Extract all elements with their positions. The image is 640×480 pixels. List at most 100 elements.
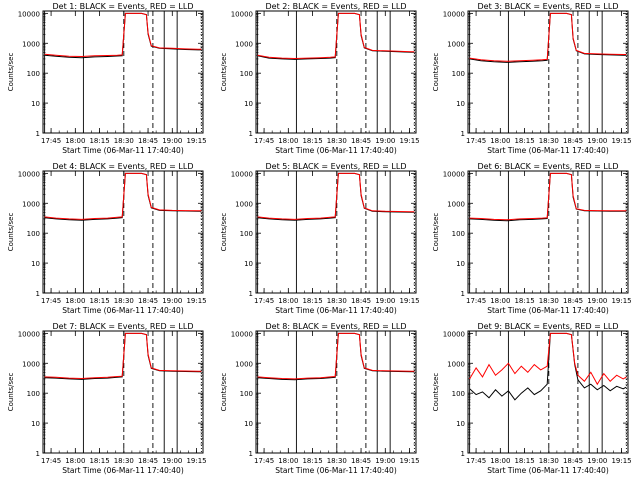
y-tick-label: 10000 bbox=[231, 10, 253, 18]
y-axis-label: Counts/sec bbox=[432, 213, 440, 252]
x-tick-label: 18:45 bbox=[563, 457, 583, 465]
x-axis-label: Start Time (06-Mar-11 17:40:40) bbox=[275, 146, 397, 155]
x-axis-label: Start Time (06-Mar-11 17:40:40) bbox=[487, 146, 609, 155]
y-tick-label: 1000 bbox=[447, 200, 465, 208]
detector-panel: Det 4: BLACK = Events, RED = LLD 1 10 100 10… bbox=[7, 162, 207, 315]
y-tick-label: 1 bbox=[249, 450, 253, 458]
y-tick-label: 10000 bbox=[443, 330, 465, 338]
x-tick-label: 18:45 bbox=[351, 137, 371, 145]
panel-title: Det 8: BLACK = Events, RED = LLD bbox=[266, 322, 407, 331]
y-tick-label: 10 bbox=[31, 100, 40, 108]
plot-frame bbox=[467, 10, 629, 134]
y-tick-label: 10 bbox=[31, 260, 40, 268]
x-tick-label: 17:45 bbox=[254, 297, 274, 305]
x-tick-label: 18:30 bbox=[114, 457, 134, 465]
y-tick-label: 1000 bbox=[447, 360, 465, 368]
events-series-line bbox=[44, 12, 202, 59]
y-tick-label: 1 bbox=[249, 290, 253, 298]
x-tick-label: 18:30 bbox=[539, 457, 559, 465]
x-tick-label: 18:15 bbox=[514, 137, 534, 145]
y-tick-label: 1 bbox=[461, 130, 465, 138]
y-tick-label: 100 bbox=[452, 390, 465, 398]
x-tick-label: 18:00 bbox=[65, 457, 85, 465]
plot-area bbox=[469, 172, 627, 222]
panel-title: Det 7: BLACK = Events, RED = LLD bbox=[53, 322, 194, 331]
y-tick-label: 10 bbox=[456, 420, 465, 428]
x-tick-label: 18:45 bbox=[138, 457, 158, 465]
x-tick-label: 19:00 bbox=[375, 297, 395, 305]
y-tick-label: 10000 bbox=[18, 10, 40, 18]
x-tick-label: 19:15 bbox=[399, 457, 419, 465]
y-tick-label: 100 bbox=[27, 230, 40, 238]
y-tick-label: 1 bbox=[461, 290, 465, 298]
panel-title: Det 4: BLACK = Events, RED = LLD bbox=[53, 162, 194, 171]
x-tick-label: 18:15 bbox=[89, 297, 109, 305]
x-tick-label: 17:45 bbox=[254, 137, 274, 145]
y-tick-label: 10 bbox=[244, 260, 253, 268]
plot-area bbox=[469, 12, 627, 63]
x-tick-label: 17:45 bbox=[466, 297, 486, 305]
x-tick-label: 18:30 bbox=[114, 297, 134, 305]
panel-title: Det 2: BLACK = Events, RED = LLD bbox=[266, 2, 407, 11]
x-axis-label: Start Time (06-Mar-11 17:40:40) bbox=[275, 466, 397, 475]
y-tick-label: 100 bbox=[240, 230, 253, 238]
plot-frame bbox=[467, 170, 629, 294]
x-tick-label: 19:15 bbox=[186, 297, 206, 305]
plot-frame bbox=[255, 330, 417, 454]
x-tick-label: 19:00 bbox=[587, 297, 607, 305]
lld-series-line bbox=[469, 12, 627, 62]
lld-series-line bbox=[257, 12, 415, 60]
x-axis-label: Start Time (06-Mar-11 17:40:40) bbox=[62, 466, 184, 475]
detector-panel: Det 6: BLACK = Events, RED = LLD 1 10 100 10… bbox=[432, 162, 632, 315]
y-axis-label: Counts/sec bbox=[220, 373, 228, 412]
y-tick-label: 10000 bbox=[443, 170, 465, 178]
x-tick-label: 18:30 bbox=[327, 137, 347, 145]
events-series-line bbox=[469, 172, 627, 222]
lld-series-line bbox=[44, 172, 202, 220]
y-tick-label: 1000 bbox=[22, 360, 40, 368]
x-tick-label: 18:00 bbox=[65, 137, 85, 145]
plot-area bbox=[44, 12, 202, 59]
x-tick-label: 18:00 bbox=[490, 457, 510, 465]
x-tick-label: 17:45 bbox=[254, 457, 274, 465]
x-tick-label: 19:15 bbox=[186, 137, 206, 145]
x-tick-label: 18:45 bbox=[351, 457, 371, 465]
y-tick-label: 1000 bbox=[22, 200, 40, 208]
x-axis-label: Start Time (06-Mar-11 17:40:40) bbox=[487, 306, 609, 315]
x-tick-label: 19:00 bbox=[162, 137, 182, 145]
y-tick-label: 10000 bbox=[231, 170, 253, 178]
y-tick-label: 1000 bbox=[235, 200, 253, 208]
x-tick-label: 18:45 bbox=[138, 297, 158, 305]
y-tick-label: 100 bbox=[452, 230, 465, 238]
x-tick-label: 18:30 bbox=[114, 137, 134, 145]
y-tick-label: 10 bbox=[31, 420, 40, 428]
x-tick-label: 19:00 bbox=[162, 297, 182, 305]
y-axis-label: Counts/sec bbox=[7, 373, 15, 412]
y-tick-label: 10000 bbox=[443, 10, 465, 18]
x-tick-label: 18:15 bbox=[302, 297, 322, 305]
plot-frame bbox=[42, 170, 204, 294]
x-tick-label: 18:15 bbox=[514, 297, 534, 305]
y-tick-label: 10000 bbox=[18, 330, 40, 338]
x-tick-label: 19:15 bbox=[399, 297, 419, 305]
x-tick-label: 18:45 bbox=[563, 137, 583, 145]
x-tick-label: 17:45 bbox=[41, 297, 61, 305]
detector-panel: Det 8: BLACK = Events, RED = LLD 1 10 100 10… bbox=[220, 322, 420, 475]
lld-series-line bbox=[257, 172, 415, 220]
detector-panel: Det 3: BLACK = Events, RED = LLD 1 10 100 10… bbox=[432, 2, 632, 155]
y-axis-label: Counts/sec bbox=[432, 373, 440, 412]
lld-series-line bbox=[44, 12, 202, 58]
x-tick-label: 19:15 bbox=[611, 457, 631, 465]
x-tick-label: 19:00 bbox=[162, 457, 182, 465]
y-tick-label: 100 bbox=[240, 70, 253, 78]
x-tick-label: 19:00 bbox=[587, 137, 607, 145]
y-tick-label: 100 bbox=[452, 70, 465, 78]
x-tick-label: 18:15 bbox=[89, 137, 109, 145]
events-series-line bbox=[44, 172, 202, 221]
x-tick-label: 18:30 bbox=[327, 297, 347, 305]
x-tick-label: 19:15 bbox=[186, 457, 206, 465]
events-series-line bbox=[44, 332, 202, 380]
panel-title: Det 5: BLACK = Events, RED = LLD bbox=[266, 162, 407, 171]
x-tick-label: 18:00 bbox=[490, 297, 510, 305]
y-tick-label: 100 bbox=[27, 70, 40, 78]
